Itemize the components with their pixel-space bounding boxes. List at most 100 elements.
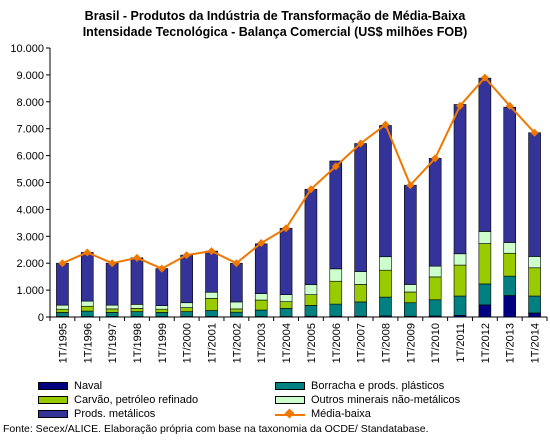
series-marker xyxy=(58,259,67,268)
bar-segment xyxy=(130,304,144,309)
x-tick-label: 1T/2008 xyxy=(380,323,392,363)
bar-segment xyxy=(404,284,417,293)
bar-segment xyxy=(230,308,243,313)
bar-segment xyxy=(279,294,293,302)
legend-color-swatch xyxy=(38,410,68,418)
bar-segment xyxy=(105,304,119,310)
bar-segment xyxy=(404,291,417,304)
bar-segment xyxy=(453,264,467,297)
bar-segment xyxy=(56,312,69,317)
bar-segment xyxy=(428,276,442,301)
bar-segment xyxy=(180,307,193,312)
series-marker xyxy=(331,162,340,171)
bar-segment xyxy=(528,312,541,318)
x-tick-label: 1T/2002 xyxy=(231,323,243,363)
bar-segment xyxy=(304,305,318,317)
x-tick-label: 1T/2012 xyxy=(480,323,492,363)
series-marker xyxy=(530,128,539,137)
bar-segment xyxy=(478,283,492,306)
y-tick-label: 3.000 xyxy=(16,231,44,243)
y-tick-label: 0 xyxy=(38,312,44,324)
bar-segment xyxy=(56,308,69,313)
y-tick-label: 10.000 xyxy=(10,43,44,55)
series-marker xyxy=(207,247,216,256)
bar-segment xyxy=(329,160,343,270)
legend-label: Outros minerais não-metálicos xyxy=(311,394,461,406)
x-tick-label: 1T/1995 xyxy=(57,323,69,363)
bar-segment xyxy=(105,308,119,313)
legend-label: Média-baixa xyxy=(311,408,371,420)
bar-segment xyxy=(205,310,218,317)
bar-segment xyxy=(180,311,193,317)
bar-segment xyxy=(254,299,268,311)
bar-segment xyxy=(404,184,417,285)
x-tick-label: 1T/2013 xyxy=(505,323,517,363)
bar-segment xyxy=(428,157,442,267)
bar-segment xyxy=(528,267,541,297)
x-tick-label: 1T/2011 xyxy=(455,323,467,363)
bar-segment xyxy=(56,304,69,310)
bar-segment xyxy=(304,294,318,306)
bar-segment xyxy=(205,250,218,293)
bar-segment xyxy=(354,143,367,272)
bar-segment xyxy=(379,125,392,258)
bar-segment xyxy=(528,256,541,269)
series-marker xyxy=(505,101,514,110)
source-footnote: Fonte: Secex/ALICE. Elaboração própria c… xyxy=(3,423,429,435)
series-marker xyxy=(480,73,489,82)
y-tick-label: 9.000 xyxy=(16,70,44,82)
series-marker xyxy=(157,264,166,273)
x-tick-label: 1T/1998 xyxy=(132,323,144,363)
bar-segment xyxy=(453,295,467,316)
bar-segment xyxy=(478,77,492,232)
bar-segment xyxy=(478,231,492,244)
bar-segment xyxy=(205,298,218,311)
bar-segment xyxy=(503,106,517,243)
legend-label: Naval xyxy=(74,380,103,392)
bar-segment xyxy=(503,295,517,318)
y-tick-label: 2.000 xyxy=(16,258,44,270)
bar-segment xyxy=(478,243,492,285)
x-tick-label: 1T/1996 xyxy=(82,323,94,363)
bar-segment xyxy=(304,188,318,286)
chart-title-line-1: Brasil - Produtos da Indústria de Transf… xyxy=(84,9,466,23)
x-tick-label: 1T/2001 xyxy=(207,323,219,363)
legend-color-swatch xyxy=(275,382,305,390)
series-marker xyxy=(232,259,241,268)
chart-legend: Naval Borracha e prods. plásticos Carvão, … xyxy=(38,380,538,422)
legend-label: Borracha e prods. plásticos xyxy=(311,380,445,392)
y-tick-label: 5.000 xyxy=(16,178,44,190)
x-tick-label: 1T/1999 xyxy=(157,323,169,363)
bar-segment xyxy=(80,310,94,317)
x-tick-label: 1T/2007 xyxy=(356,323,368,363)
y-tick-label: 6.000 xyxy=(16,151,44,163)
bar-segment xyxy=(230,311,243,317)
legend-color-swatch xyxy=(275,396,305,404)
bar-segment xyxy=(379,296,392,317)
bar-segment xyxy=(478,304,492,318)
series-marker xyxy=(83,248,92,257)
bar-segment xyxy=(503,275,517,296)
bar-segment xyxy=(528,132,541,257)
legend-color-swatch xyxy=(38,382,68,390)
bar-segment xyxy=(155,305,169,310)
bar-segment xyxy=(130,311,144,317)
bar-segment xyxy=(379,269,392,298)
bar-segment xyxy=(180,302,193,308)
bar-segment xyxy=(503,252,517,277)
bar-segment xyxy=(180,254,193,304)
bar-segment xyxy=(354,301,367,317)
bar-segment xyxy=(453,104,467,255)
bar-segment xyxy=(254,243,268,294)
legend-color-swatch xyxy=(38,396,68,404)
bar-segment xyxy=(354,284,367,303)
bar-segment xyxy=(230,301,243,310)
chart-title-line-2: Intensidade Tecnológica - Balança Comerc… xyxy=(82,25,468,39)
bar-segment xyxy=(428,265,442,278)
x-tick-label: 1T/2010 xyxy=(430,323,442,363)
bar-segment xyxy=(304,284,318,295)
series-marker xyxy=(306,185,315,194)
bar-segment xyxy=(80,252,94,302)
y-tick-label: 4.000 xyxy=(16,204,44,216)
